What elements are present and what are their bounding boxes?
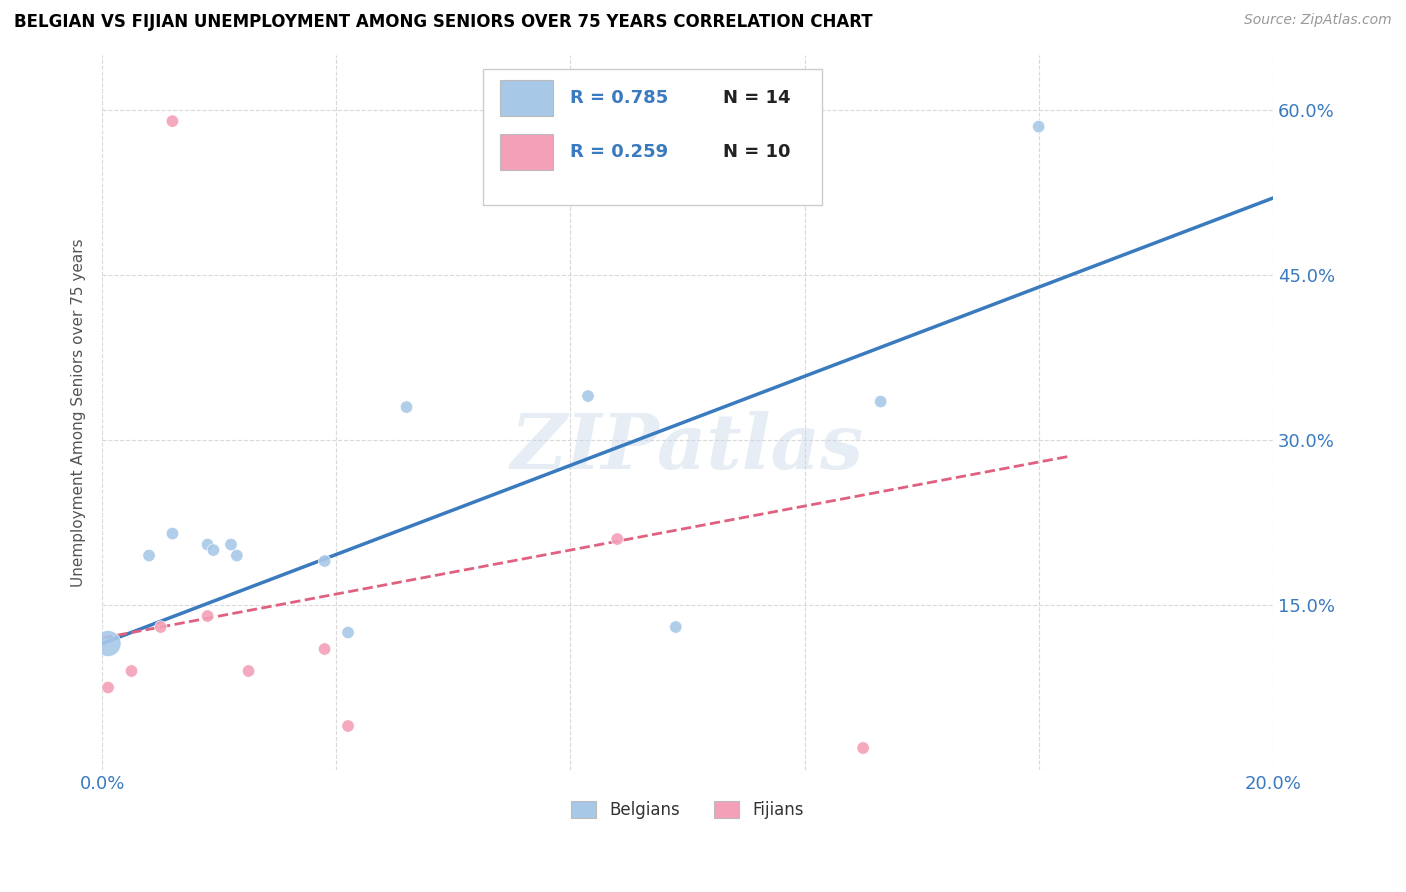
Point (197, 609, 219, 624)
Y-axis label: Unemployment Among Seniors over 75 years: Unemployment Among Seniors over 75 years (72, 238, 86, 587)
Point (869, 394, 891, 409)
Point (138, 549, 160, 563)
Point (1028, 120, 1050, 134)
Point (395, 400, 418, 414)
Point (314, 642, 336, 657)
Point (97, 636, 120, 650)
Point (202, 543, 225, 558)
Point (665, 620, 688, 634)
Point (238, 664, 260, 678)
Text: Source: ZipAtlas.com: Source: ZipAtlas.com (1244, 13, 1392, 28)
Legend: Belgians, Fijians: Belgians, Fijians (565, 795, 810, 826)
FancyBboxPatch shape (501, 134, 553, 169)
Point (162, 526, 184, 541)
Point (852, 741, 875, 756)
Point (225, 549, 247, 563)
Text: N = 14: N = 14 (723, 89, 790, 107)
Text: ZIPatlas: ZIPatlas (510, 411, 865, 485)
Text: R = 0.259: R = 0.259 (571, 143, 669, 161)
FancyBboxPatch shape (501, 80, 553, 116)
Point (162, 114, 184, 128)
Text: N = 10: N = 10 (723, 143, 790, 161)
Text: R = 0.785: R = 0.785 (571, 89, 669, 107)
Point (197, 537, 219, 551)
Point (149, 620, 172, 634)
Point (606, 532, 628, 546)
Text: BELGIAN VS FIJIAN UNEMPLOYMENT AMONG SENIORS OVER 75 YEARS CORRELATION CHART: BELGIAN VS FIJIAN UNEMPLOYMENT AMONG SEN… (14, 13, 873, 31)
Point (219, 537, 242, 551)
Point (314, 554, 336, 568)
Point (337, 625, 360, 640)
Point (337, 719, 360, 733)
Point (97, 681, 120, 695)
Point (576, 389, 599, 403)
Point (121, 664, 143, 678)
FancyBboxPatch shape (482, 70, 823, 205)
